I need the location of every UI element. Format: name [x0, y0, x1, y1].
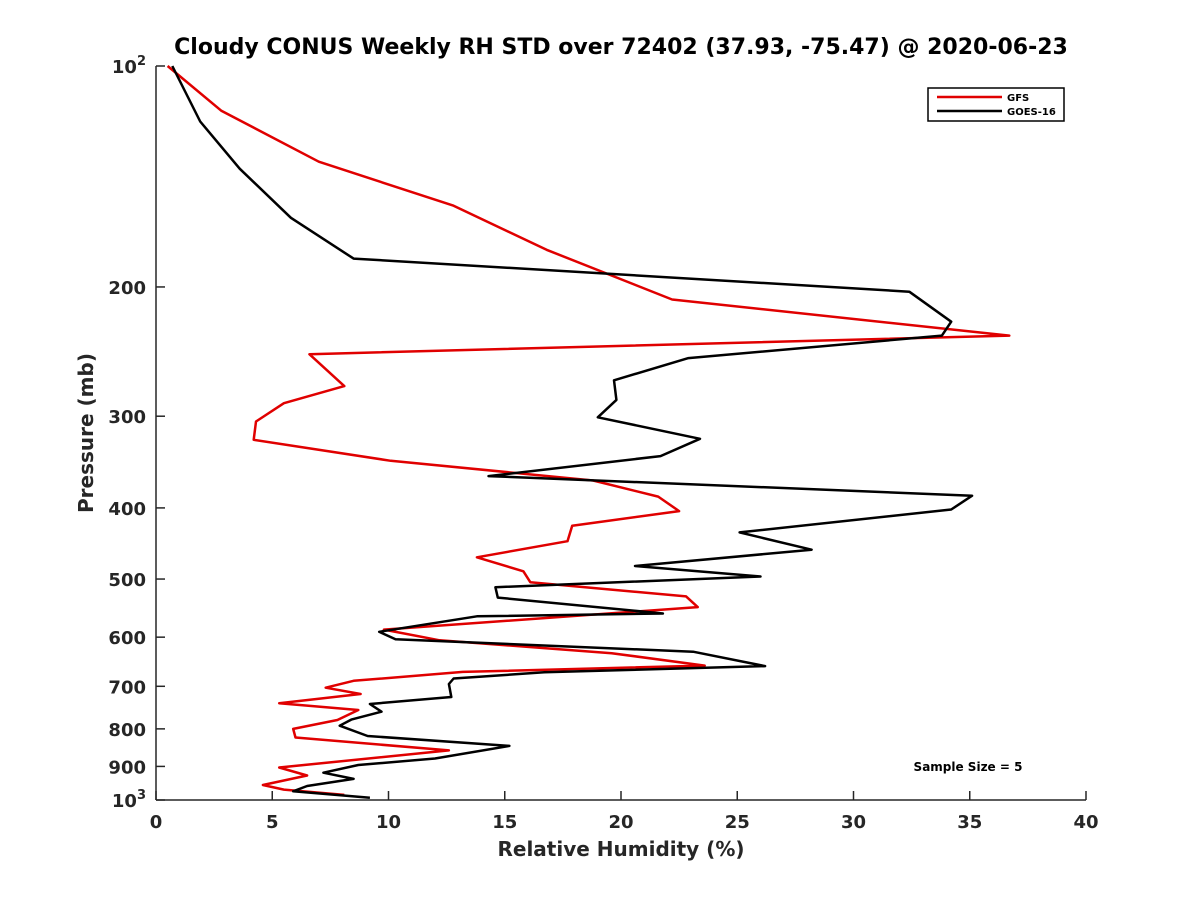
series-layer [166, 65, 1011, 800]
y-tick-label: 103 [112, 788, 146, 812]
chart-title: Cloudy CONUS Weekly RH STD over 72402 (3… [174, 35, 1068, 60]
legend-label-gfs: GFS [1007, 93, 1029, 104]
x-tick-label: 35 [957, 812, 982, 833]
y-axis-ticks: 102 200 300 400 500 600 700 800 900 103 [108, 54, 165, 812]
x-tick-label: 20 [608, 812, 633, 833]
series-line-goes-16 [171, 65, 974, 800]
legend-label-goes-16: GOES-16 [1007, 107, 1056, 118]
y-tick-label: 500 [108, 570, 146, 591]
legend: GFS GOES-16 [927, 87, 1065, 122]
y-tick-label: 700 [108, 677, 146, 698]
series-line-gfs [166, 65, 1011, 797]
y-tick-label: 300 [108, 407, 146, 428]
legend-box [927, 87, 1065, 122]
y-tick-label: 900 [108, 757, 146, 778]
x-tick-label: 40 [1073, 812, 1098, 833]
y-tick-label: 102 [112, 54, 146, 78]
x-tick-label: 0 [150, 812, 163, 833]
x-tick-label: 30 [841, 812, 866, 833]
y-tick-label: 600 [108, 628, 146, 649]
sample-size-annotation: Sample Size = 5 [914, 760, 1023, 774]
x-axis-ticks: 0 5 10 15 20 25 30 35 40 [150, 791, 1099, 833]
x-tick-label: 25 [725, 812, 750, 833]
x-tick-label: 10 [376, 812, 401, 833]
y-tick-label: 200 [108, 278, 146, 299]
y-axis-label: Pressure (mb) [74, 353, 98, 513]
y-tick-label: 400 [108, 499, 146, 520]
x-tick-label: 15 [492, 812, 517, 833]
x-tick-label: 5 [266, 812, 279, 833]
x-axis-label: Relative Humidity (%) [497, 837, 744, 861]
y-tick-label: 800 [108, 720, 146, 741]
